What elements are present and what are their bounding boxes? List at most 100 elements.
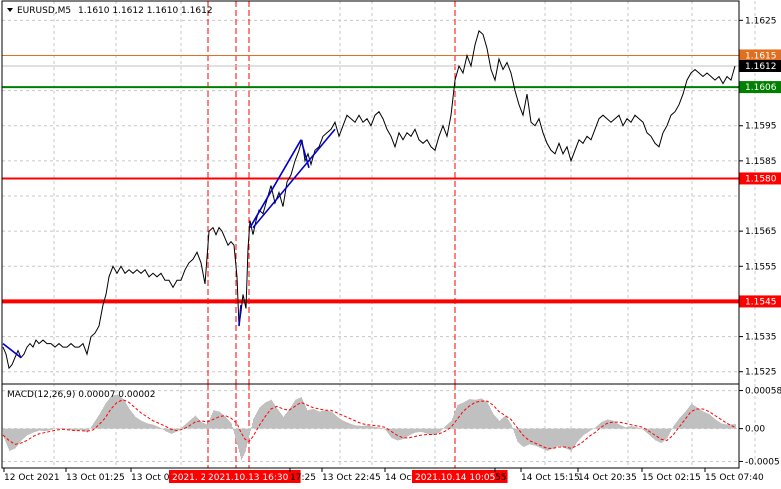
macd-bar — [95, 420, 96, 429]
trendline[interactable] — [238, 304, 242, 327]
macd-bar — [708, 413, 709, 429]
macd-bar — [305, 405, 306, 429]
macd-bar — [679, 418, 680, 429]
macd-bar — [397, 428, 398, 441]
macd-bar — [355, 425, 356, 429]
macd-bar — [139, 419, 140, 429]
macd-signal — [2, 399, 736, 449]
macd-bar — [244, 428, 245, 454]
macd-bar — [687, 408, 688, 429]
macd-bar — [450, 421, 451, 429]
macd-bar — [387, 428, 388, 433]
macd-y-tick-label: 0.00058 — [745, 387, 781, 397]
macd-bar — [314, 409, 315, 429]
macd-bar — [90, 427, 91, 429]
symbol-dropdown-icon[interactable] — [7, 8, 13, 12]
macd-bar — [608, 419, 609, 429]
macd-bar — [88, 428, 89, 432]
macd-bar — [433, 428, 434, 436]
macd-bar — [320, 411, 321, 429]
macd-bar — [731, 424, 732, 429]
macd-bar — [21, 428, 22, 441]
macd-bar — [361, 426, 362, 429]
macd-bar — [144, 422, 145, 429]
macd-bar — [566, 428, 567, 449]
macd-bar — [150, 424, 151, 429]
macd-bar — [427, 428, 428, 434]
macd-bar — [695, 406, 696, 429]
macd-bar — [707, 413, 708, 429]
macd-bar — [329, 411, 330, 429]
macd-bar — [439, 428, 440, 433]
macd-bar — [685, 411, 686, 429]
macd-bar — [235, 428, 236, 438]
macd-bar — [627, 426, 628, 429]
macd-bar — [710, 415, 711, 429]
macd-bar — [341, 419, 342, 429]
macd-bar — [256, 413, 257, 429]
macd-bar — [64, 428, 65, 430]
macd-bar — [662, 428, 663, 443]
macd-bar — [499, 420, 500, 429]
trendline[interactable] — [2, 342, 22, 359]
macd-bar — [156, 426, 157, 429]
macd-bar — [400, 428, 401, 440]
macd-bar — [98, 415, 99, 429]
macd-bar — [269, 400, 270, 429]
macd-bar — [382, 428, 383, 430]
macd-bar — [614, 421, 615, 429]
macd-bar — [588, 428, 589, 432]
macd-bar — [426, 428, 427, 434]
macd-bar — [209, 419, 210, 429]
macd-bar — [304, 403, 305, 429]
macd-bar — [446, 425, 447, 429]
y-tick-label: 1.1625 — [745, 16, 777, 26]
macd-bar — [372, 426, 373, 429]
macd-axis: 0.00058 0.00 -0.0005 — [739, 387, 781, 467]
macd-bar — [345, 421, 346, 429]
macd-bar — [697, 407, 698, 429]
trendline[interactable] — [249, 139, 302, 229]
level-price-tag — [739, 49, 781, 62]
macd-bar — [466, 400, 467, 429]
macd-bar — [403, 428, 404, 440]
x-tick-label: 15 Oct 02:15 — [642, 473, 701, 483]
macd-bar — [586, 428, 587, 434]
macd-bar — [148, 423, 149, 429]
macd-bar — [308, 410, 309, 429]
x-tick-label: 15 Oct 07:40 — [705, 473, 764, 483]
macd-bar — [366, 425, 367, 429]
macd-bar — [469, 399, 470, 429]
macd-bar — [376, 426, 377, 429]
macd-bar — [54, 428, 55, 430]
macd-bar — [498, 419, 499, 429]
price-levels — [2, 54, 739, 304]
macd-histogram — [3, 394, 736, 461]
macd-bar — [259, 407, 260, 429]
macd-bar — [632, 426, 633, 429]
macd-bar — [643, 428, 644, 430]
macd-bar — [628, 426, 629, 429]
macd-bar — [652, 428, 653, 438]
macd-bar — [729, 424, 730, 429]
macd-bar — [46, 428, 47, 432]
macd-panel-frame — [1, 383, 740, 469]
macd-bar — [187, 422, 188, 429]
macd-bar — [36, 428, 37, 432]
macd-bar — [378, 427, 379, 429]
macd-bar — [185, 424, 186, 429]
macd-bar — [534, 428, 535, 446]
macd-bar — [432, 428, 433, 435]
macd-bar — [226, 417, 227, 429]
macd-bar — [550, 428, 551, 450]
time-crosshair-label: 2021. 20 — [172, 473, 212, 483]
macd-bar — [408, 428, 409, 436]
macd-bar — [435, 428, 436, 435]
macd-bar — [596, 426, 597, 429]
macd-bar — [517, 428, 518, 442]
macd-bar — [168, 428, 169, 433]
macd-bar — [633, 426, 634, 429]
macd-bar — [572, 428, 573, 450]
trendline[interactable] — [252, 128, 336, 229]
